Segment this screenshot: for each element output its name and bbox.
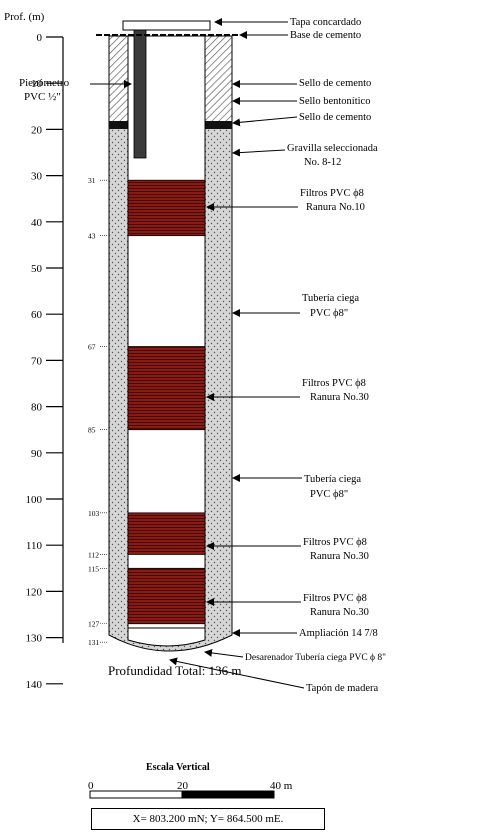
label-ciega2-2: PVC ϕ8" — [310, 489, 348, 500]
depth-tick-label: 30 — [31, 171, 43, 183]
label-desarenador: Desarenador Tubería ciega PVC ϕ 8" — [245, 653, 386, 663]
label-ampliacion: Ampliación 14 7/8 — [299, 628, 378, 639]
depth-tick-label: 100 — [26, 494, 43, 506]
label-gravilla-1: Gravilla seleccionada — [287, 143, 378, 154]
scale-segment-white — [89, 790, 183, 799]
bentonite-seal-band-right — [205, 121, 232, 129]
label-filtro3-1: Filtros PVC ϕ8 — [303, 537, 367, 548]
label-piezometro-2: PVC ½" — [24, 91, 61, 103]
label-piezometro-1: Piezómetro — [19, 77, 70, 89]
depth-mark-label: 85 — [88, 426, 96, 435]
scale-label-20: 20 — [177, 780, 189, 792]
label-sello2: Sello de cemento — [299, 112, 371, 123]
depth-marks: 31 43 67 85 103 112 115 127 131 — [88, 176, 108, 647]
sand-trap — [127, 627, 206, 647]
depth-tick-label: 90 — [31, 448, 43, 460]
depth-tick-label: 50 — [31, 263, 43, 275]
cement-seal-right — [204, 35, 233, 123]
depth-mark-label: 31 — [88, 176, 96, 185]
filter-screens — [127, 179, 206, 625]
label-sello1: Sello de cemento — [299, 78, 371, 89]
depth-mark-label: 67 — [88, 343, 96, 352]
label-sello-bento: Sello bentonítico — [299, 96, 370, 107]
total-depth: Profundidad Total: 136 m — [108, 663, 242, 678]
label-gravilla-2: No. 8-12 — [304, 157, 341, 168]
label-filtro2-1: Filtros PVC ϕ8 — [302, 378, 366, 389]
label-tapa: Tapa concardado — [290, 17, 361, 28]
depth-mark-label: 43 — [88, 232, 96, 241]
vertical-scale-bar: 0 20 40 m — [88, 780, 293, 799]
label-ciega1-1: Tubería ciega — [302, 293, 359, 304]
filter-screen-3 — [127, 512, 206, 555]
depth-mark-label: 131 — [88, 638, 100, 647]
label-filtro4-2: Ranura No.30 — [310, 607, 369, 618]
depth-tick-label: 0 — [37, 32, 43, 44]
label-filtro3-2: Ranura No.30 — [310, 551, 369, 562]
filter-screen-2 — [127, 346, 206, 431]
depth-tick-label: 40 — [31, 217, 43, 229]
depth-axis: 0 10 20 30 40 50 60 70 80 90 100 110 120 130 140 — [26, 32, 64, 691]
label-filtro2-2: Ranura No.30 — [310, 392, 369, 403]
depth-mark-label: 115 — [88, 564, 99, 573]
scale-label-0: 0 — [88, 780, 94, 792]
coordinates-box: X= 803.200 mN; Y= 864.500 mE. — [91, 808, 325, 830]
bentonite-seal-band-left — [109, 121, 129, 129]
depth-tick-label: 60 — [31, 309, 43, 321]
annotations: Tapa concardado Base de cemento Piezómet… — [19, 17, 386, 694]
depth-mark-label: 127 — [88, 620, 100, 629]
label-filtro1-2: Ranura No.10 — [306, 202, 365, 213]
depth-tick-label: 20 — [31, 124, 43, 136]
piezometer-pipe — [133, 27, 147, 159]
filter-screen-4 — [127, 567, 206, 625]
depth-mark-label: 103 — [88, 509, 100, 518]
label-ciega1-2: PVC ϕ8" — [310, 308, 348, 319]
depth-tick-label: 70 — [31, 355, 43, 367]
label-filtro4-1: Filtros PVC ϕ8 — [303, 593, 367, 604]
depth-axis-title: Prof. (m) — [4, 11, 45, 23]
depth-tick-label: 140 — [26, 679, 43, 691]
label-filtro1-1: Filtros PVC ϕ8 — [300, 188, 364, 199]
label-ciega2-1: Tubería ciega — [304, 474, 361, 485]
label-base: Base de cemento — [290, 30, 361, 41]
scale-label-40: 40 m — [270, 780, 293, 792]
label-tapon: Tapón de madera — [306, 683, 378, 694]
well-cap — [122, 20, 211, 31]
depth-tick-label: 130 — [26, 633, 43, 645]
scale-segment-black — [181, 790, 275, 799]
scale-title: Escala Vertical — [146, 762, 210, 773]
depth-mark-label: 112 — [88, 550, 99, 559]
depth-tick-label: 110 — [26, 540, 43, 552]
depth-tick-label: 120 — [26, 586, 43, 598]
filter-screen-1 — [127, 179, 206, 237]
depth-tick-label: 80 — [31, 402, 43, 414]
depth-tick-label: 10 — [31, 78, 43, 90]
